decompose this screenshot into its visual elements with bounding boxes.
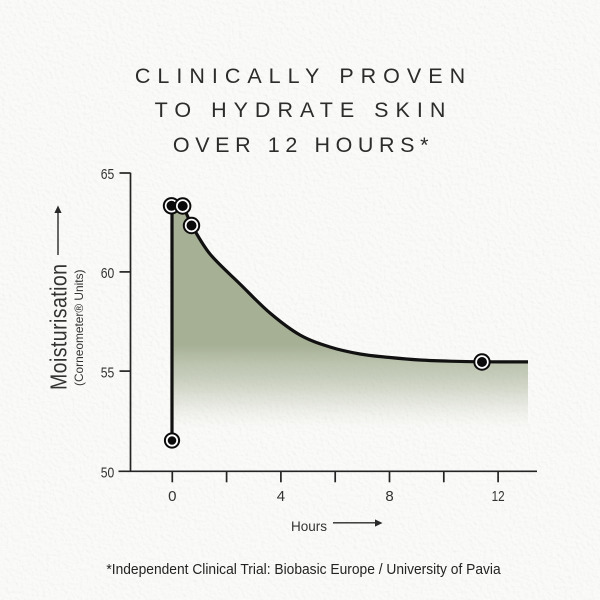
svg-text:Moisturisation: Moisturisation <box>46 264 72 390</box>
svg-text:4: 4 <box>277 488 285 505</box>
svg-text:65: 65 <box>101 166 115 183</box>
svg-text:12: 12 <box>492 488 505 505</box>
svg-text:55: 55 <box>101 364 115 381</box>
svg-text:(Corneometer® Units): (Corneometer® Units) <box>72 269 86 386</box>
svg-text:50: 50 <box>101 465 115 482</box>
svg-text:0: 0 <box>168 488 176 505</box>
svg-text:60: 60 <box>101 265 115 282</box>
svg-text:8: 8 <box>385 488 393 505</box>
svg-text:Hours: Hours <box>291 519 327 534</box>
